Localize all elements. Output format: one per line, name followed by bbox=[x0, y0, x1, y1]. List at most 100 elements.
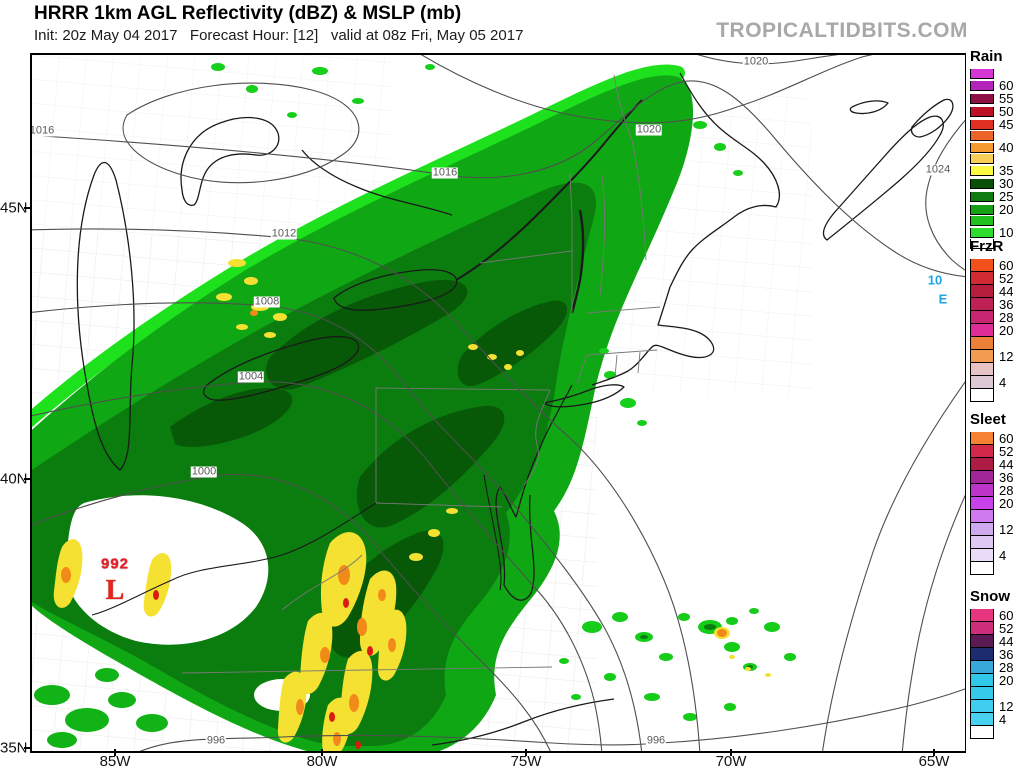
radar-bright-edge bbox=[32, 64, 685, 428]
scale-row bbox=[970, 726, 1013, 739]
scale-row: 60 bbox=[970, 259, 1013, 272]
scale-row: 20 bbox=[970, 324, 1013, 337]
scale-row bbox=[970, 687, 1013, 700]
contour-value-label: 1020 bbox=[635, 123, 663, 136]
scale-value-label: 28 bbox=[999, 483, 1014, 498]
scale-title: Sleet bbox=[970, 411, 1006, 428]
color-swatch bbox=[970, 298, 994, 311]
color-swatch bbox=[970, 458, 994, 471]
color-swatch bbox=[970, 363, 994, 376]
color-swatch bbox=[970, 497, 994, 510]
lake-ontario bbox=[333, 269, 458, 311]
scale-value-label: 44 bbox=[999, 457, 1014, 472]
scale-row bbox=[970, 154, 1013, 164]
color-swatch bbox=[970, 106, 994, 117]
lat-label: 45N bbox=[0, 199, 28, 217]
color-swatch bbox=[970, 119, 994, 130]
low-pressure-value: 992 bbox=[100, 555, 130, 573]
color-swatch bbox=[970, 154, 994, 164]
contour-1020b bbox=[697, 55, 839, 65]
color-swatch bbox=[970, 635, 994, 648]
cape-breton bbox=[910, 98, 954, 138]
scale-value-label: 4 bbox=[999, 712, 1007, 727]
atlantic-coast-north bbox=[591, 72, 780, 386]
scale-frzr: FrzR 60 52 44 36 28 20 12 4 bbox=[970, 238, 1013, 402]
ohio-river bbox=[91, 502, 377, 616]
edge-annotation-symbol: E bbox=[938, 291, 948, 307]
scale-value-label: 4 bbox=[999, 375, 1007, 390]
scale-value-label: 60 bbox=[999, 258, 1014, 273]
scale-row: 60 bbox=[970, 432, 1013, 445]
scale-value-label: 50 bbox=[999, 104, 1014, 119]
contour-1012 bbox=[32, 228, 701, 751]
scale-value-label: 4 bbox=[999, 548, 1007, 563]
scale-value-label: 20 bbox=[999, 202, 1014, 217]
scale-row: 20 bbox=[970, 203, 1013, 216]
lake-michigan bbox=[76, 161, 135, 471]
lon-tick bbox=[114, 749, 116, 756]
ottawa-river bbox=[301, 149, 453, 216]
edge-annotation-value: 10 bbox=[927, 272, 943, 288]
scale-row bbox=[970, 337, 1013, 350]
color-swatch bbox=[970, 204, 994, 215]
scale-value-label: 60 bbox=[999, 608, 1014, 623]
color-swatch bbox=[970, 523, 994, 536]
color-swatch bbox=[970, 648, 994, 661]
scale-row: 44 bbox=[970, 458, 1013, 471]
color-swatch bbox=[970, 350, 994, 363]
scale-value-label: 30 bbox=[999, 176, 1014, 191]
lon-tick bbox=[321, 749, 323, 756]
reflectivity-legend: Rain 60 55 50 45 40 35 30 25 20 10 FrzR 60 52 44 36 28 20… bbox=[966, 0, 1024, 772]
contour-value-label: 996 bbox=[645, 734, 667, 747]
lat-tick bbox=[24, 207, 31, 209]
contour-unlabeled-east bbox=[822, 381, 965, 751]
prince-edward-island bbox=[849, 100, 889, 115]
nj-delmarva-coast bbox=[495, 384, 573, 601]
color-swatch bbox=[970, 178, 994, 189]
color-swatch bbox=[970, 562, 994, 575]
lat-label: 35N bbox=[0, 739, 28, 757]
color-swatch bbox=[970, 80, 994, 91]
scale-value-label: 25 bbox=[999, 189, 1014, 204]
scale-value-label: 10 bbox=[999, 225, 1014, 240]
scale-row: 44 bbox=[970, 635, 1013, 648]
color-swatch bbox=[970, 471, 994, 484]
scale-value-label: 36 bbox=[999, 470, 1014, 485]
contour-value-label: 1016 bbox=[30, 124, 56, 137]
contour-1024 bbox=[925, 119, 965, 271]
scale-value-label: 60 bbox=[999, 78, 1014, 93]
contour-value-label: 996 bbox=[205, 734, 227, 747]
scale-row: 36 bbox=[970, 471, 1013, 484]
color-swatch bbox=[970, 69, 994, 79]
scale-title: Rain bbox=[970, 48, 1003, 65]
color-swatch bbox=[970, 131, 994, 141]
scale-row bbox=[970, 536, 1013, 549]
contour-1004 bbox=[32, 381, 603, 751]
lon-label: 65W bbox=[918, 753, 950, 770]
scale-rain: Rain 60 55 50 45 40 35 30 25 20 10 bbox=[970, 48, 1013, 249]
state-border-layer bbox=[181, 74, 661, 674]
color-swatch bbox=[970, 536, 994, 549]
scale-value-label: 52 bbox=[999, 271, 1014, 286]
color-swatch bbox=[970, 674, 994, 687]
chesapeake-bay bbox=[483, 474, 502, 591]
color-swatch bbox=[970, 285, 994, 298]
scale-row bbox=[970, 131, 1013, 141]
scale-value-label: 40 bbox=[999, 140, 1014, 155]
color-swatch bbox=[970, 549, 994, 562]
contour-1016 bbox=[32, 80, 965, 278]
lake-huron bbox=[180, 116, 280, 206]
lat-tick bbox=[24, 747, 31, 749]
scale-value-label: 12 bbox=[999, 522, 1014, 537]
scale-row: 20 bbox=[970, 497, 1013, 510]
color-swatch bbox=[970, 311, 994, 324]
scale-value-label: 52 bbox=[999, 621, 1014, 636]
scale-row: 28 bbox=[970, 311, 1013, 324]
scale-sleet: Sleet 60 52 44 36 28 20 12 4 bbox=[970, 411, 1013, 575]
scale-row: 28 bbox=[970, 661, 1013, 674]
model-run-info: Init: 20z May 04 2017 Forecast Hour: [12… bbox=[34, 27, 524, 44]
color-swatch bbox=[970, 324, 994, 337]
scale-row: 35 bbox=[970, 164, 1013, 177]
contour-value-label: 1000 bbox=[190, 465, 218, 478]
scale-row: 12 bbox=[970, 350, 1013, 363]
